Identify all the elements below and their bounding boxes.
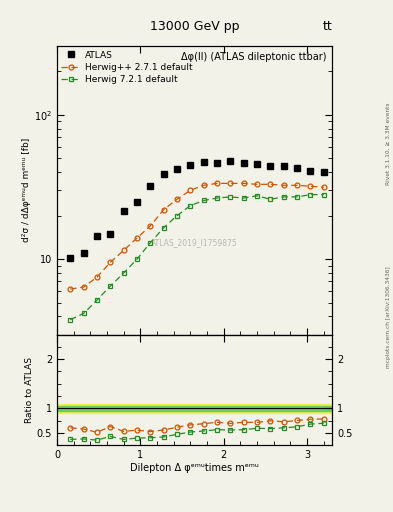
Herwig++ 2.7.1 default — [295, 182, 299, 188]
Herwig 7.2.1 default — [321, 191, 326, 198]
ATLAS — [81, 250, 86, 256]
ATLAS — [148, 183, 153, 189]
Herwig 7.2.1 default — [295, 194, 299, 200]
ATLAS — [295, 165, 299, 171]
Herwig 7.2.1 default — [201, 198, 206, 204]
Herwig++ 2.7.1 default — [81, 284, 86, 290]
Herwig++ 2.7.1 default — [68, 286, 73, 292]
Herwig++ 2.7.1 default — [215, 180, 219, 186]
Herwig 7.2.1 default — [95, 297, 99, 303]
Herwig 7.2.1 default — [148, 240, 153, 246]
Herwig 7.2.1 default — [121, 270, 126, 276]
Herwig 7.2.1 default — [308, 191, 313, 198]
Herwig 7.2.1 default — [135, 256, 140, 262]
ATLAS — [241, 160, 246, 166]
Herwig++ 2.7.1 default — [174, 196, 179, 202]
Herwig 7.2.1 default — [174, 212, 179, 219]
ATLAS — [201, 159, 206, 165]
Herwig 7.2.1 default — [188, 203, 193, 209]
ATLAS — [68, 255, 73, 261]
ATLAS — [215, 160, 219, 166]
Text: mcplots.cern.ch [arXiv:1306.3436]: mcplots.cern.ch [arXiv:1306.3436] — [386, 267, 391, 368]
Herwig 7.2.1 default — [68, 316, 73, 323]
ATLAS — [188, 162, 193, 168]
ATLAS — [108, 230, 113, 237]
Herwig 7.2.1 default — [228, 194, 233, 200]
Line: Herwig 7.2.1 default: Herwig 7.2.1 default — [68, 192, 326, 322]
Herwig++ 2.7.1 default — [162, 207, 166, 213]
Legend: ATLAS, Herwig++ 2.7.1 default, Herwig 7.2.1 default: ATLAS, Herwig++ 2.7.1 default, Herwig 7.… — [60, 49, 195, 86]
Y-axis label: d²σ / dΔφᵉᵐᵘd mᵉᵐᵘ [fb]: d²σ / dΔφᵉᵐᵘd mᵉᵐᵘ [fb] — [22, 138, 31, 242]
ATLAS — [281, 162, 286, 168]
ATLAS — [308, 167, 313, 174]
ATLAS — [162, 171, 166, 177]
Line: Herwig++ 2.7.1 default: Herwig++ 2.7.1 default — [68, 181, 326, 291]
Herwig++ 2.7.1 default — [201, 182, 206, 188]
Herwig++ 2.7.1 default — [108, 259, 113, 265]
ATLAS — [228, 158, 233, 164]
Herwig 7.2.1 default — [268, 196, 273, 202]
Herwig++ 2.7.1 default — [148, 223, 153, 229]
Herwig 7.2.1 default — [108, 283, 113, 289]
Text: Δφ(ll) (ATLAS dileptonic ttbar): Δφ(ll) (ATLAS dileptonic ttbar) — [181, 52, 327, 62]
ATLAS — [135, 199, 140, 205]
Bar — [57, 403, 332, 413]
ATLAS — [174, 166, 179, 173]
Herwig++ 2.7.1 default — [255, 181, 259, 187]
Text: ATLAS_2019_I1759875: ATLAS_2019_I1759875 — [151, 238, 238, 247]
Herwig++ 2.7.1 default — [321, 184, 326, 190]
Herwig++ 2.7.1 default — [135, 235, 140, 241]
ATLAS — [268, 163, 273, 169]
Herwig++ 2.7.1 default — [95, 274, 99, 280]
Herwig 7.2.1 default — [162, 225, 166, 231]
Herwig 7.2.1 default — [241, 195, 246, 201]
Line: ATLAS: ATLAS — [67, 158, 327, 261]
Bar — [57, 406, 332, 411]
Herwig++ 2.7.1 default — [281, 182, 286, 188]
Y-axis label: Ratio to ATLAS: Ratio to ATLAS — [25, 357, 34, 423]
Herwig++ 2.7.1 default — [308, 183, 313, 189]
Herwig++ 2.7.1 default — [228, 180, 233, 186]
ATLAS — [121, 208, 126, 214]
Herwig 7.2.1 default — [255, 193, 259, 199]
Herwig++ 2.7.1 default — [188, 187, 193, 194]
ATLAS — [321, 169, 326, 175]
Herwig 7.2.1 default — [281, 194, 286, 200]
Herwig++ 2.7.1 default — [241, 180, 246, 186]
Herwig 7.2.1 default — [215, 195, 219, 201]
ATLAS — [95, 233, 99, 239]
Herwig 7.2.1 default — [81, 310, 86, 316]
ATLAS — [255, 160, 259, 166]
Text: tt: tt — [322, 20, 332, 33]
Herwig++ 2.7.1 default — [121, 247, 126, 253]
Herwig++ 2.7.1 default — [268, 181, 273, 187]
Text: 13000 GeV pp: 13000 GeV pp — [150, 20, 239, 33]
X-axis label: Dilepton Δ φᵉᵐᵘtimes mᵉᵐᵘ: Dilepton Δ φᵉᵐᵘtimes mᵉᵐᵘ — [130, 463, 259, 473]
Text: Rivet 3.1.10, ≥ 3.3M events: Rivet 3.1.10, ≥ 3.3M events — [386, 102, 391, 185]
